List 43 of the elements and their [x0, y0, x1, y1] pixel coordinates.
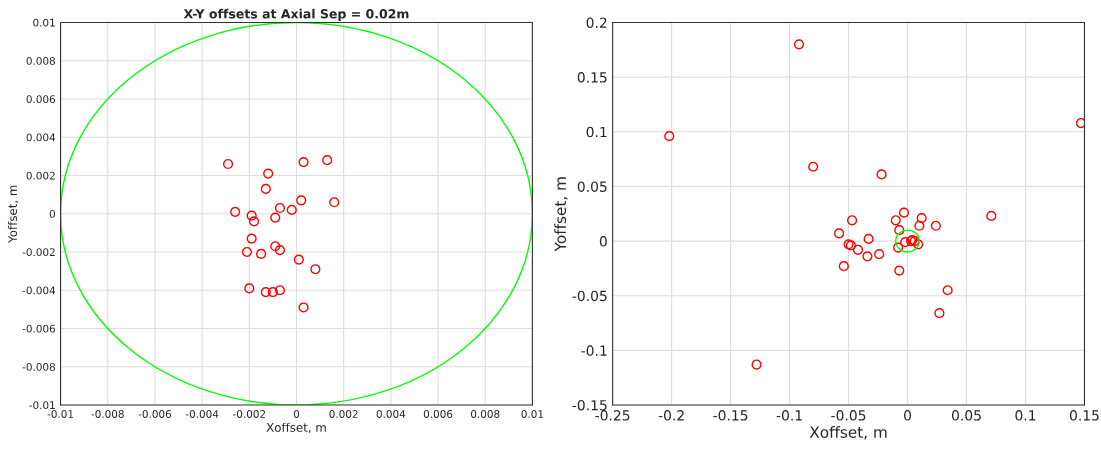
x-axis-title: Xoffset, m: [266, 422, 326, 434]
x-tick-label: 0.008: [471, 410, 500, 418]
y-tick-label: 0.002: [26, 171, 55, 180]
x-tick-label: -0.2: [658, 410, 684, 421]
x-tick-label: 0: [293, 410, 300, 418]
x-tick-label: -0.25: [595, 410, 630, 421]
y-tick-label: 0: [49, 209, 55, 218]
x-tick-label: 0.01: [521, 410, 544, 418]
x-tick-label: 0.002: [329, 410, 358, 418]
x-tick-label: -0.15: [713, 410, 748, 421]
y-tick-label: 0.2: [586, 17, 607, 28]
y-axis-title: Yoffset, m: [7, 185, 19, 243]
x-tick-label: 0.006: [423, 410, 453, 418]
y-tick-label: 0.008: [26, 56, 55, 65]
y-tick-label: -0.1: [581, 345, 607, 356]
x-tick-label: 0.05: [951, 410, 981, 421]
y-tick-label: -0.05: [572, 290, 607, 302]
x-tick-label: -0.006: [138, 410, 172, 418]
y-tick-label: -0.01: [29, 401, 55, 410]
y-axis-title: Yoffset, m: [554, 177, 568, 252]
x-tick-label: 0.15: [1069, 410, 1099, 421]
x-axis-title: Xoffset, m: [809, 426, 887, 440]
x-tick-label: 0.1: [1015, 410, 1036, 421]
x-tick-label: -0.002: [233, 410, 266, 418]
y-tick-label: 0.15: [577, 72, 607, 83]
x-tick-label: -0.01: [47, 410, 74, 418]
x-tick-label: 0.004: [376, 410, 406, 418]
x-tick-label: -0.05: [831, 410, 866, 421]
y-tick-label: 0.01: [33, 18, 55, 27]
y-tick-label: -0.008: [22, 362, 55, 371]
chart-title: X-Y offsets at Axial Sep = 0.02m: [183, 8, 409, 21]
y-tick-label: -0.004: [22, 286, 56, 295]
y-tick-label: 0.004: [26, 133, 56, 142]
y-tick-label: -0.002: [22, 248, 55, 257]
y-tick-label: 0.006: [26, 95, 56, 104]
x-tick-label: -0.004: [185, 410, 219, 418]
y-tick-label: -0.006: [22, 324, 56, 333]
x-tick-label: -0.1: [776, 410, 802, 421]
y-tick-label: 0.05: [577, 181, 607, 192]
y-tick-label: 0: [599, 236, 607, 247]
x-tick-label: 0: [904, 410, 912, 421]
x-tick-label: -0.008: [91, 410, 124, 418]
y-tick-label: 0.1: [586, 126, 607, 138]
